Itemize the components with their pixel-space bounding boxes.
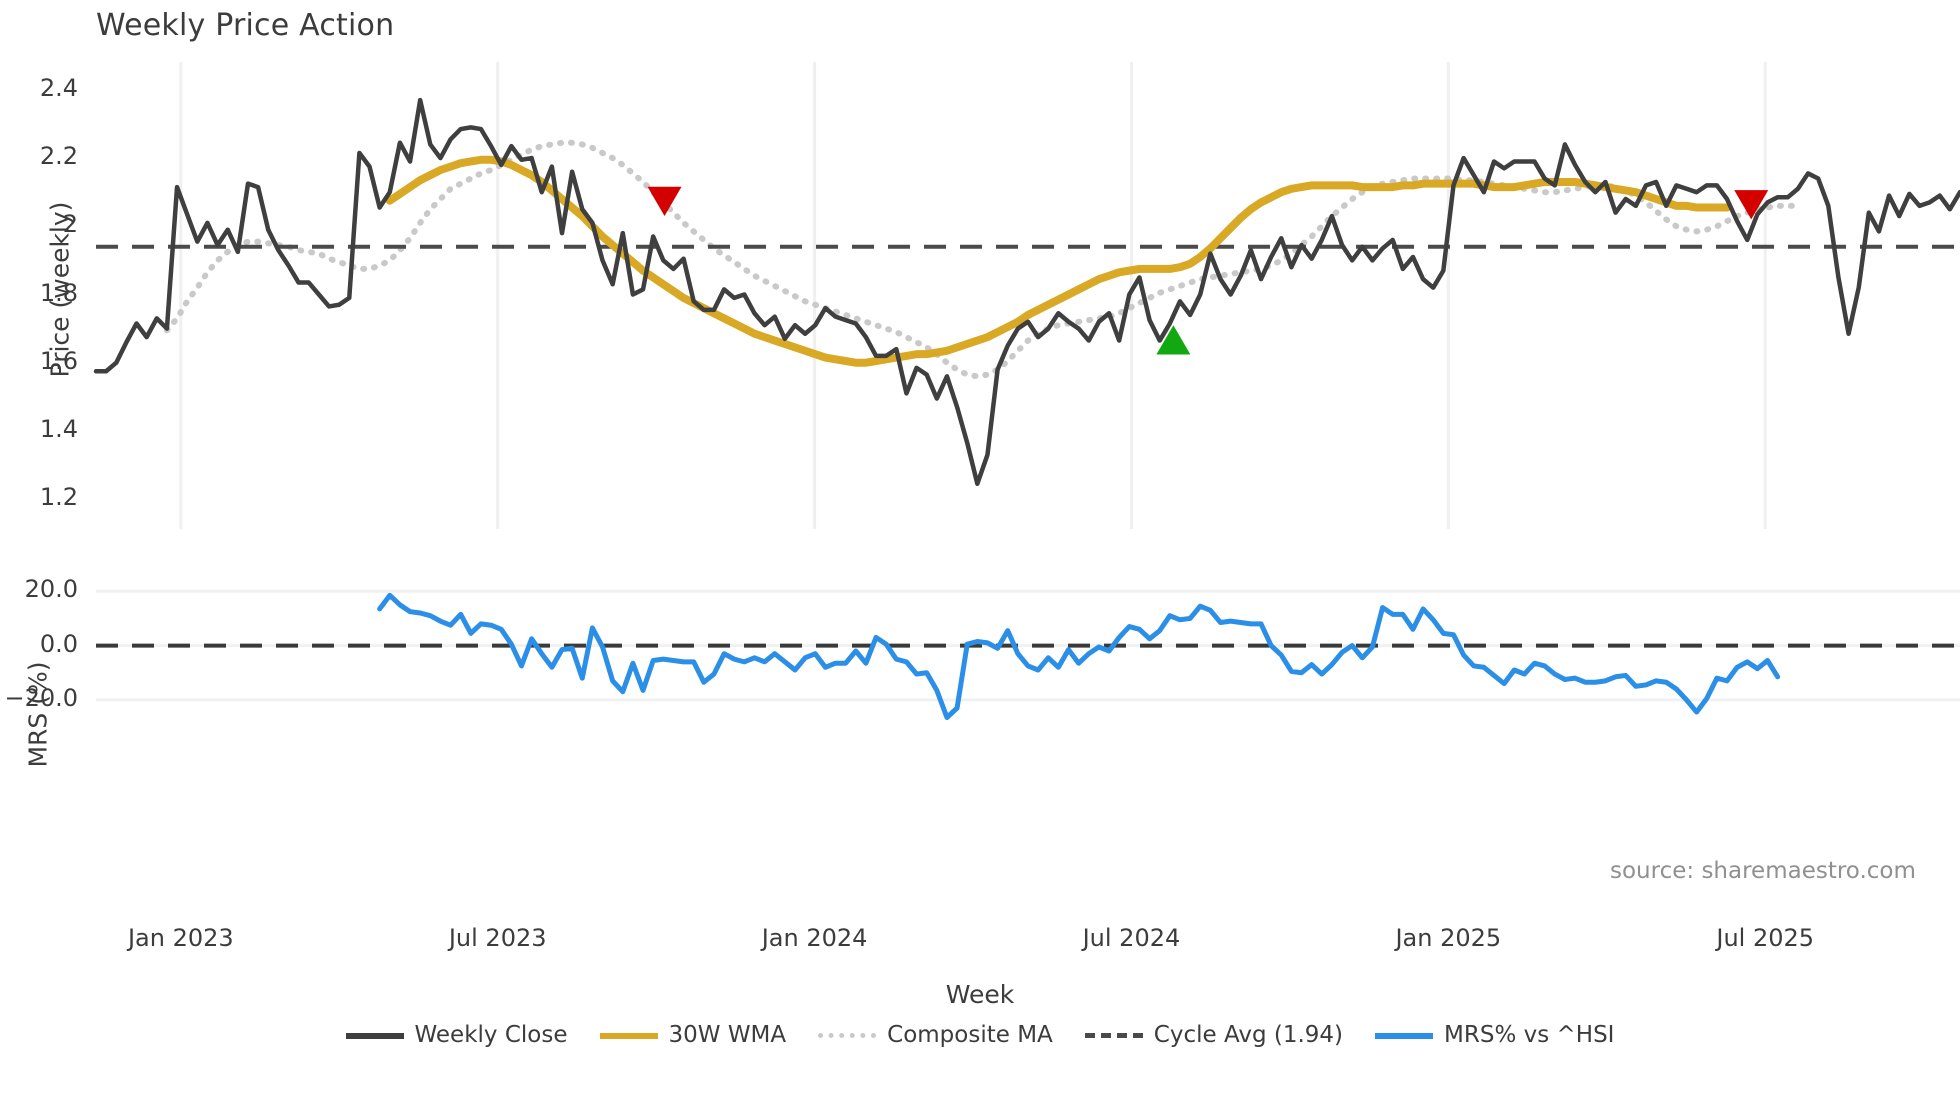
series-30w-wma	[385, 155, 1731, 367]
price-y-tick: 1.8	[39, 278, 78, 307]
x-tick: Jul 2024	[1082, 924, 1181, 952]
legend-item[interactable]: Cycle Avg (1.94)	[1084, 1022, 1344, 1048]
legend-swatch-icon	[599, 1026, 658, 1044]
price-y-tick: 2.2	[39, 142, 78, 171]
source-watermark: source: sharemaestro.com	[1610, 858, 1916, 884]
legend-item[interactable]: 30W WMA	[599, 1022, 787, 1048]
x-tick: Jan 2023	[127, 924, 234, 952]
x-tick: Jan 2024	[761, 924, 868, 952]
x-tick: Jan 2025	[1395, 924, 1502, 952]
legend-item[interactable]: Composite MA	[818, 1022, 1053, 1048]
legend-swatch-icon	[818, 1026, 877, 1044]
sell-marker-triangle	[1734, 190, 1769, 220]
series-mrs	[377, 592, 1781, 720]
legend-label: Composite MA	[887, 1022, 1053, 1048]
price-y-tick: 2	[62, 210, 78, 239]
x-tick: Jul 2025	[1716, 924, 1815, 952]
chart-legend: Weekly Close 30W WMA Composite MA Cycle Avg…	[0, 1022, 1960, 1048]
legend-swatch-icon	[1084, 1026, 1143, 1044]
mrs-y-tick: −20.0	[4, 683, 78, 712]
price-y-tick: 1.2	[39, 483, 78, 512]
legend-item[interactable]: MRS% vs ^HSI	[1375, 1022, 1614, 1048]
legend-swatch-icon	[345, 1026, 404, 1044]
sell-marker-triangle	[647, 186, 682, 217]
x-axis-label: Week	[945, 980, 1015, 1009]
legend-label: 30W WMA	[668, 1022, 787, 1048]
legend-swatch-icon	[1375, 1026, 1434, 1044]
price-y-tick: 1.6	[39, 346, 78, 375]
buy-marker-triangle	[1156, 325, 1191, 355]
page-title: Weekly Price Action	[96, 8, 395, 43]
price-y-tick: 1.4	[39, 414, 78, 443]
mrs-y-tick: 20.0	[24, 575, 78, 604]
mrs-y-tick: 0.0	[39, 629, 78, 658]
x-tick: Jul 2023	[448, 924, 547, 952]
legend-label: MRS% vs ^HSI	[1444, 1022, 1615, 1048]
legend-label: Cycle Avg (1.94)	[1153, 1022, 1344, 1048]
series-weekly-close	[93, 97, 1960, 487]
legend-item[interactable]: Weekly Close	[345, 1022, 568, 1048]
legend-label: Weekly Close	[414, 1022, 568, 1048]
price-y-tick: 2.4	[39, 73, 78, 102]
